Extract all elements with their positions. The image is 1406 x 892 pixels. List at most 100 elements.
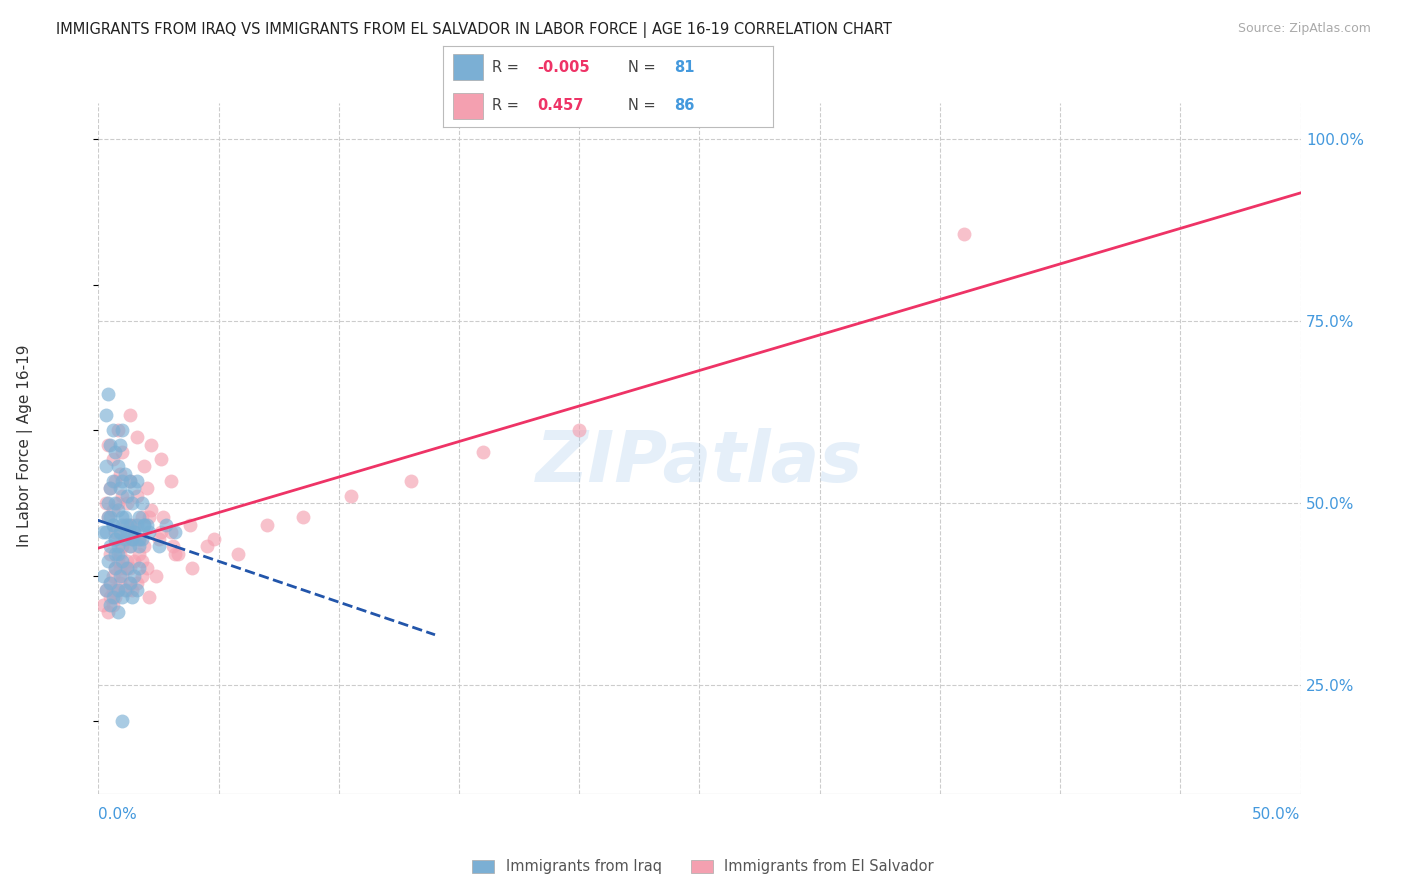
Point [138, 591, 160, 605]
Point [111, 591, 134, 605]
Point [97, 554, 120, 568]
Point [111, 517, 134, 532]
Point [118, 561, 141, 575]
Point [100, 481, 122, 495]
Point [114, 510, 136, 524]
Point [125, 474, 148, 488]
Point [125, 575, 148, 590]
Point [117, 583, 139, 598]
Point [953, 227, 976, 241]
Point [202, 532, 225, 546]
Point [124, 532, 146, 546]
Point [118, 474, 141, 488]
Point [131, 532, 153, 546]
Point [149, 452, 172, 467]
Point [100, 540, 122, 554]
Point [148, 540, 170, 554]
Point [118, 540, 141, 554]
FancyBboxPatch shape [453, 93, 482, 119]
Point [104, 532, 127, 546]
Point [108, 524, 131, 539]
Point [131, 496, 153, 510]
Point [125, 489, 148, 503]
Point [91, 524, 114, 539]
Point [101, 423, 124, 437]
Point [107, 554, 129, 568]
Text: 86: 86 [675, 98, 695, 113]
Point [132, 459, 155, 474]
Point [91, 568, 114, 582]
Point [124, 524, 146, 539]
Point [108, 575, 131, 590]
Point [111, 540, 134, 554]
Point [121, 532, 143, 546]
Point [165, 547, 187, 561]
Point [108, 467, 131, 481]
Point [138, 510, 160, 524]
Point [117, 561, 139, 575]
Point [181, 561, 204, 575]
Text: 0.0%: 0.0% [98, 807, 138, 822]
Text: Source: ZipAtlas.com: Source: ZipAtlas.com [1237, 22, 1371, 36]
Point [117, 496, 139, 510]
Point [145, 568, 167, 582]
Point [162, 540, 184, 554]
Point [135, 481, 157, 495]
Point [118, 575, 141, 590]
Point [97, 510, 120, 524]
Point [125, 430, 148, 444]
Point [97, 605, 120, 619]
Point [104, 532, 127, 546]
Point [125, 517, 148, 532]
Point [131, 554, 153, 568]
Point [124, 524, 146, 539]
Point [107, 605, 129, 619]
Point [568, 423, 591, 437]
Point [101, 591, 124, 605]
Point [128, 510, 150, 524]
Point [166, 547, 188, 561]
Point [155, 517, 177, 532]
Point [138, 524, 160, 539]
Point [117, 524, 139, 539]
Point [101, 583, 124, 598]
Point [101, 598, 124, 612]
Point [101, 452, 124, 467]
Point [94, 496, 117, 510]
Legend: Immigrants from Iraq, Immigrants from El Salvador: Immigrants from Iraq, Immigrants from El… [467, 854, 939, 880]
Point [117, 554, 139, 568]
Text: 81: 81 [675, 60, 695, 75]
Point [131, 510, 153, 524]
Point [141, 437, 163, 451]
Point [101, 568, 124, 582]
Point [107, 459, 129, 474]
Point [100, 598, 122, 612]
Point [124, 481, 146, 495]
Text: N =: N = [628, 60, 661, 75]
Point [128, 540, 150, 554]
Point [111, 445, 134, 459]
Point [128, 561, 150, 575]
Point [94, 583, 117, 598]
Point [111, 489, 134, 503]
Point [152, 510, 174, 524]
Point [111, 540, 134, 554]
Point [94, 524, 117, 539]
Point [108, 481, 131, 495]
Point [114, 517, 136, 532]
Point [97, 386, 120, 401]
Point [117, 517, 139, 532]
Point [100, 547, 122, 561]
Point [107, 423, 129, 437]
Text: IMMIGRANTS FROM IRAQ VS IMMIGRANTS FROM EL SALVADOR IN LABOR FORCE | AGE 16-19 C: IMMIGRANTS FROM IRAQ VS IMMIGRANTS FROM … [56, 22, 893, 38]
Point [107, 583, 129, 598]
Point [135, 517, 157, 532]
Point [118, 540, 141, 554]
Point [94, 459, 117, 474]
Point [108, 561, 131, 575]
Point [114, 532, 136, 546]
Point [128, 532, 150, 546]
Point [124, 554, 146, 568]
Text: N =: N = [628, 98, 661, 113]
Point [104, 547, 127, 561]
